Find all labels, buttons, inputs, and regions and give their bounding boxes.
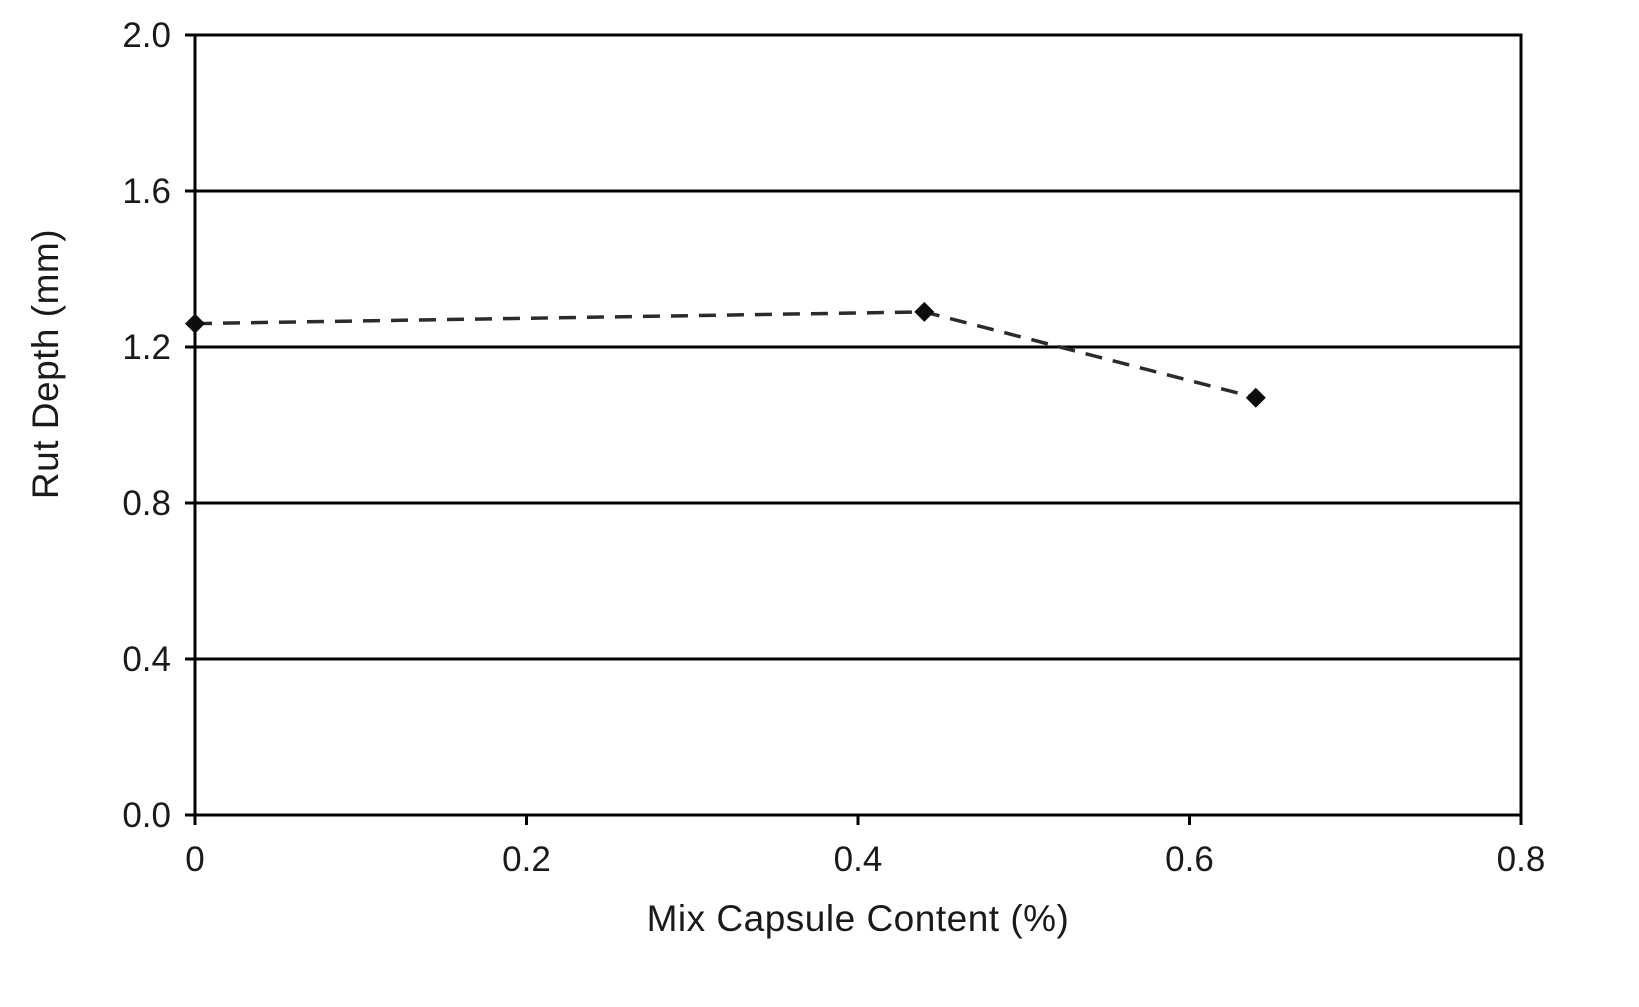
x-tick-label: 0.8 [1497,840,1546,879]
y-tick-label: 1.6 [122,172,171,211]
data-point-marker [914,301,935,322]
x-tick-label: 0.4 [834,840,883,879]
y-tick-label: 0.0 [122,796,171,835]
data-point-marker [185,313,205,334]
y-tick-label: 0.8 [122,484,171,523]
x-tick-label: 0.2 [502,840,551,879]
y-tick-label: 2.0 [122,16,171,55]
y-tick-label: 1.2 [122,328,171,367]
y-axis-title: Rut Depth (mm) [25,228,66,500]
y-tick-label: 0.4 [122,640,171,679]
series-line [194,310,1257,400]
x-tick-label: 0.6 [1165,840,1214,879]
x-tick-label: 0 [185,840,204,879]
x-axis-title: Mix Capsule Content (%) [646,898,1070,939]
data-point-marker [1245,387,1266,408]
